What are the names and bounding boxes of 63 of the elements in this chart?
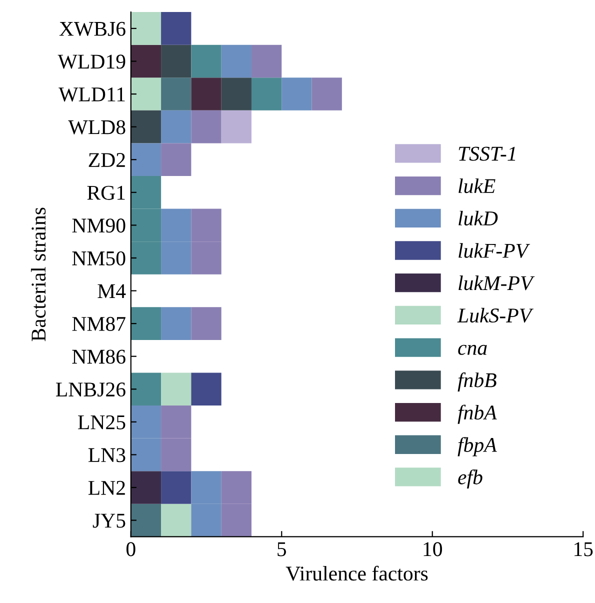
bar — [312, 78, 342, 110]
bar — [130, 143, 162, 176]
bar — [191, 78, 222, 110]
legend-label: lukF-PV — [458, 243, 530, 258]
bar — [161, 372, 192, 406]
bar — [251, 44, 282, 78]
bar — [221, 110, 252, 144]
y-tick-label: WLD11 — [58, 88, 125, 102]
y-tick-label: M4 — [98, 284, 126, 298]
bar — [130, 471, 162, 504]
bar — [161, 44, 192, 78]
bar — [251, 78, 282, 110]
bar — [130, 44, 162, 78]
bar — [161, 307, 192, 340]
bar — [282, 78, 312, 110]
bar — [130, 78, 162, 110]
x-tick-label: 15 — [574, 542, 593, 556]
x-tick-label: 0 — [126, 542, 136, 556]
y-tick-label: WLD8 — [68, 120, 126, 134]
legend-label: cna — [458, 344, 487, 355]
bar — [130, 504, 162, 537]
bar — [191, 110, 222, 144]
bar — [221, 44, 252, 78]
legend-label: LukS-PV — [457, 308, 534, 323]
x-tick-label: 5 — [278, 542, 286, 556]
y-tick-label: LN3 — [88, 448, 126, 462]
bar — [161, 110, 192, 144]
bar — [130, 12, 162, 45]
bar — [161, 78, 192, 110]
bar — [130, 110, 162, 144]
bar — [191, 44, 222, 78]
bar — [191, 372, 222, 406]
y-tick-label: LN2 — [88, 480, 125, 495]
bar — [130, 372, 162, 406]
y-tick-label: XWBJ6 — [59, 22, 126, 36]
y-tick-label: JY5 — [92, 514, 126, 528]
legend-label: fbpA — [458, 437, 497, 456]
y-tick-label: NM90 — [72, 218, 126, 233]
bar — [221, 78, 252, 110]
y-tick-label: NM50 — [72, 251, 126, 266]
x-axis-title: Virulence factors — [286, 566, 428, 581]
y-tick-label: WLD19 — [58, 54, 126, 69]
y-axis-title: Bacterial strains — [30, 208, 46, 342]
legend-label: efb — [458, 469, 482, 489]
bar — [161, 143, 192, 176]
y-tick-label: LNBJ26 — [56, 382, 126, 397]
bar — [161, 504, 192, 537]
legend-label: fnbB — [458, 372, 496, 392]
y-tick-label: LN25 — [78, 415, 126, 430]
legend-label: lukM-PV — [458, 276, 535, 290]
bar — [161, 471, 192, 504]
y-tick-label: NM87 — [72, 316, 126, 331]
x-tick-label: 10 — [424, 542, 442, 556]
y-tick-label: RG1 — [87, 186, 125, 200]
legend-label: TSST-1 — [458, 146, 516, 161]
bar — [130, 307, 162, 340]
y-tick-label: ZD2 — [88, 153, 125, 167]
bar — [161, 12, 192, 45]
y-tick-label: NM86 — [72, 350, 126, 364]
bar — [191, 307, 222, 340]
legend-label: fnbA — [458, 404, 497, 424]
legend-label: lukE — [458, 178, 496, 194]
legend-label: lukD — [458, 210, 498, 226]
